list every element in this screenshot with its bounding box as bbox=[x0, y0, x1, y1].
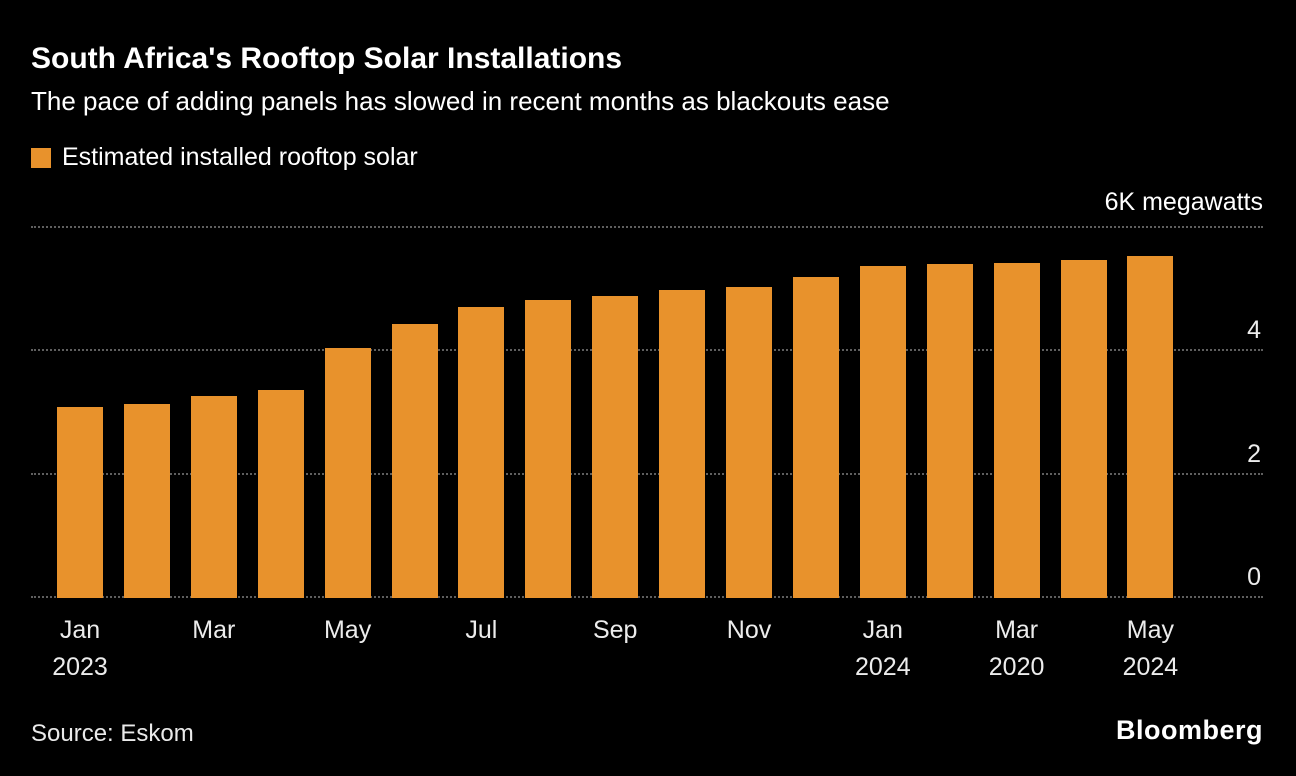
chart-title: South Africa's Rooftop Solar Installatio… bbox=[31, 42, 623, 75]
bar-apr-2023 bbox=[257, 389, 304, 598]
source-label: Source: Eskom bbox=[31, 720, 194, 747]
chart-subtitle: The pace of adding panels has slowed in … bbox=[31, 86, 890, 116]
x-tick-year: 2023 bbox=[52, 653, 108, 681]
x-tick-month: Mar bbox=[995, 616, 1039, 644]
x-tick-label-jan-2023: Jan 2023 bbox=[10, 612, 150, 686]
y-tick-label-4: 4 bbox=[1247, 316, 1261, 345]
bar-oct-2023 bbox=[659, 289, 706, 598]
legend-swatch-icon bbox=[31, 147, 51, 168]
plot-area: 4 2 0 bbox=[31, 226, 1263, 598]
gridline-0 bbox=[31, 596, 1263, 598]
legend-label: Estimated installed rooftop solar bbox=[62, 143, 418, 171]
x-tick-label-may-2024: May 2024 bbox=[1080, 612, 1220, 686]
x-tick-year: 2024 bbox=[854, 653, 911, 681]
bar-may-2023 bbox=[324, 348, 371, 598]
gridline-6 bbox=[31, 226, 1263, 228]
x-tick-month: May bbox=[323, 616, 372, 644]
bar-feb-2024 bbox=[926, 263, 973, 598]
bar-dec-2023 bbox=[792, 277, 839, 598]
bar-mar-2023 bbox=[190, 395, 237, 598]
bar-jan-2023 bbox=[57, 406, 103, 598]
x-tick-label-nov: Nov bbox=[679, 612, 819, 649]
legend: Estimated installed rooftop solar bbox=[31, 143, 418, 172]
bar-jul-2023 bbox=[458, 306, 505, 598]
bar-jun-2023 bbox=[391, 323, 438, 598]
y-axis-unit-label: 6K megawatts bbox=[1104, 188, 1263, 216]
bar-mar-2024 bbox=[993, 262, 1040, 598]
x-tick-month: Sep bbox=[592, 616, 638, 644]
bloomberg-logo: Bloomberg bbox=[1115, 715, 1263, 745]
x-tick-label-jul: Jul bbox=[411, 612, 551, 649]
gridline-2 bbox=[31, 472, 1263, 475]
x-axis: Jan 2023 Mar May Jul Sep Nov Jan 2024 Mar 2020 May 2… bbox=[31, 612, 1263, 702]
x-tick-month: Jan bbox=[862, 616, 903, 644]
x-tick-year: 2024 bbox=[1122, 653, 1179, 681]
x-tick-month: Jan bbox=[59, 616, 101, 644]
x-tick-label-mar: Mar bbox=[144, 612, 284, 649]
x-tick-month: May bbox=[1126, 616, 1174, 644]
y-tick-label-0: 0 bbox=[1247, 563, 1261, 591]
x-tick-label-jan-2024: Jan 2024 bbox=[813, 612, 953, 686]
bar-jan-2024 bbox=[859, 266, 906, 598]
bar-sep-2023 bbox=[592, 295, 639, 598]
bar-feb-2023 bbox=[123, 403, 170, 598]
x-tick-label-mar-2020: Mar 2020 bbox=[947, 612, 1087, 686]
bar-may-2024 bbox=[1127, 255, 1174, 598]
x-tick-month: Nov bbox=[726, 616, 772, 644]
gridline-4 bbox=[31, 349, 1263, 352]
x-tick-label-may: May bbox=[278, 612, 418, 649]
x-tick-month: Jul bbox=[465, 616, 498, 644]
bar-apr-2024 bbox=[1060, 260, 1107, 598]
x-tick-month: Mar bbox=[192, 616, 236, 644]
y-tick-label-2: 2 bbox=[1247, 439, 1261, 468]
x-tick-label-sep: Sep bbox=[545, 612, 685, 649]
bar-aug-2023 bbox=[525, 300, 572, 598]
x-tick-year: 2020 bbox=[988, 653, 1045, 681]
bar-nov-2023 bbox=[726, 286, 772, 598]
